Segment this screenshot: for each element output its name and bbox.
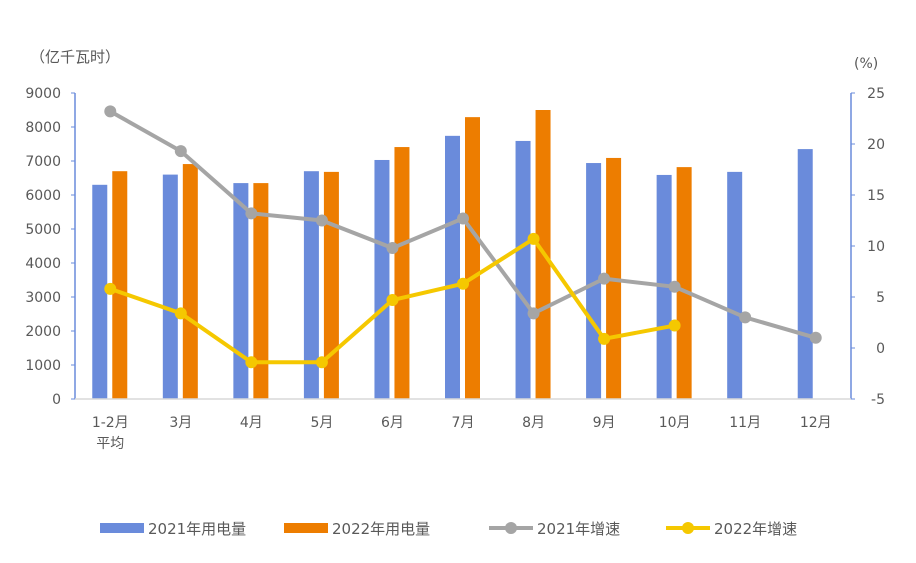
left-tick-label: 7000 [25, 154, 61, 170]
bar-2022年用电量 [323, 171, 339, 399]
x-tick-label: 5月 [310, 415, 333, 431]
bar-2022年用电量 [465, 117, 480, 399]
point-2021年增速 [527, 307, 540, 320]
right-tick-label: -5 [871, 392, 885, 408]
legend-swatch [100, 523, 144, 533]
right-tick-label: 5 [876, 290, 885, 306]
bar-2021年用电量 [797, 149, 813, 399]
x-tick-label: 8月 [522, 415, 545, 431]
bar-2021年用电量 [162, 174, 178, 399]
point-2021年增速 [386, 242, 399, 255]
bar-2021年用电量 [233, 183, 249, 399]
bar-2021年用电量 [727, 171, 743, 399]
point-2022年增速 [386, 294, 399, 307]
bar-2022年用电量 [182, 164, 198, 399]
x-tick-label: 3月 [169, 415, 192, 431]
point-2022年增速 [598, 332, 611, 345]
right-axis-unit: (%) [854, 56, 878, 72]
bar-2022年用电量 [112, 171, 128, 399]
left-tick-label: 2000 [25, 324, 61, 340]
left-tick-label: 8000 [25, 120, 61, 136]
bar-2021年用电量 [445, 135, 460, 399]
x-tick-label: 9月 [593, 415, 616, 431]
point-2021年增速 [809, 331, 822, 344]
point-2021年增速 [668, 280, 681, 293]
legend-label: 2021年用电量 [148, 520, 246, 538]
left-tick-label: 6000 [25, 188, 61, 204]
point-2021年增速 [174, 145, 187, 158]
bar-2021年用电量 [303, 171, 319, 399]
x-tick-label: 6月 [381, 415, 404, 431]
left-tick-label: 0 [52, 392, 61, 408]
x-tick-label: 10月 [659, 415, 691, 431]
legend-marker [505, 522, 517, 534]
point-2021年增速 [104, 105, 117, 118]
point-2022年增速 [104, 282, 117, 295]
legend-swatch [284, 523, 328, 533]
point-2021年增速 [457, 212, 469, 225]
bar-2022年用电量 [394, 147, 410, 399]
right-tick-label: 0 [876, 341, 885, 357]
bar-2021年用电量 [515, 140, 531, 399]
left-tick-label: 9000 [25, 86, 61, 102]
point-2022年增速 [174, 307, 187, 320]
point-2022年增速 [245, 356, 258, 369]
x-tick-label: 4月 [240, 415, 263, 431]
right-tick-label: 25 [867, 86, 885, 102]
point-2021年增速 [315, 214, 328, 227]
point-2022年增速 [315, 356, 328, 369]
bar-2021年用电量 [92, 184, 108, 399]
x-tick-label: 12月 [800, 415, 832, 431]
x-tick-label: 7月 [452, 415, 475, 431]
point-2022年增速 [527, 232, 540, 245]
left-tick-label: 4000 [25, 256, 61, 272]
left-tick-label: 3000 [25, 290, 61, 306]
bar-2021年用电量 [374, 159, 390, 399]
point-2022年增速 [668, 319, 681, 332]
left-axis-unit: （亿千瓦时） [30, 48, 120, 66]
left-tick-label: 5000 [25, 222, 61, 238]
point-2021年增速 [245, 207, 258, 220]
x-tick-label: 平均 [96, 436, 124, 452]
right-tick-label: 20 [867, 137, 885, 153]
point-2022年增速 [457, 277, 469, 290]
bar-2022年用电量 [253, 183, 269, 399]
x-tick-label: 11月 [729, 415, 761, 431]
legend-label: 2022年用电量 [332, 520, 430, 538]
right-tick-label: 10 [867, 239, 885, 255]
point-2021年增速 [598, 272, 611, 285]
point-2021年增速 [739, 311, 752, 324]
legend-label: 2021年增速 [537, 520, 620, 538]
legend-label: 2022年增速 [714, 520, 797, 538]
line-2021年增速 [109, 109, 817, 340]
left-tick-label: 1000 [25, 358, 61, 374]
right-tick-label: 15 [867, 188, 885, 204]
legend-marker [682, 522, 694, 534]
bar-2022年用电量 [676, 167, 692, 399]
bar-2021年用电量 [586, 163, 602, 399]
x-tick-label: 1-2月 [92, 415, 129, 431]
